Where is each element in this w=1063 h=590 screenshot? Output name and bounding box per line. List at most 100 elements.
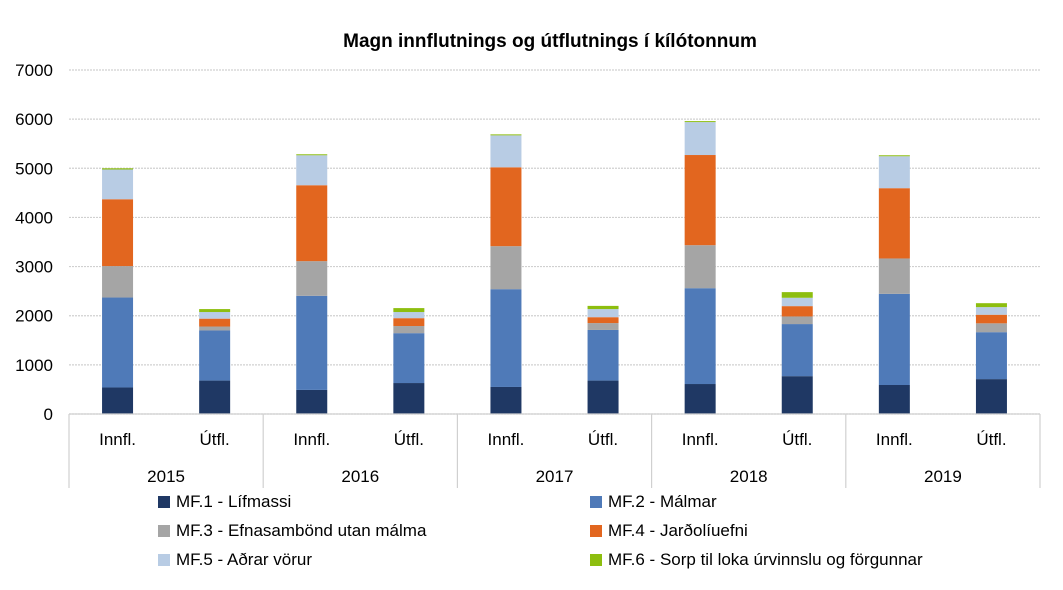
bar-segment-4 bbox=[393, 318, 425, 327]
x-subcategory-label: Útfl. bbox=[976, 430, 1006, 449]
x-subcategory-label: Útfl. bbox=[782, 430, 812, 449]
bar-segment-1 bbox=[296, 389, 328, 414]
y-tick-label: 7000 bbox=[15, 61, 53, 80]
bar-segment-1 bbox=[102, 387, 134, 414]
bar-segment-3 bbox=[490, 246, 522, 290]
y-tick-label: 5000 bbox=[15, 159, 53, 178]
legend-swatch bbox=[158, 496, 170, 508]
y-tick-label: 3000 bbox=[15, 258, 53, 277]
x-axis: Innfl. Útfl. Innfl. Útfl. Innfl. Útfl. Innfl. Ú… bbox=[68, 413, 1041, 488]
legend-label: MF.2 - Málmar bbox=[608, 492, 717, 511]
y-axis: 0 1000 2000 3000 4000 5000 6000 7000 bbox=[15, 61, 53, 424]
chart-title: Magn innflutnings og útflutnings í kílót… bbox=[343, 31, 757, 52]
bar-segment-5 bbox=[878, 156, 910, 189]
bar-segment-1 bbox=[587, 380, 619, 414]
legend-label: MF.3 - Efnasambönd utan málma bbox=[176, 521, 427, 540]
bar-segment-2 bbox=[587, 329, 619, 381]
bar-segment-6 bbox=[587, 305, 619, 310]
bar-segment-6 bbox=[878, 155, 910, 157]
legend-item: MF.2 - Málmar bbox=[590, 492, 717, 512]
x-subcategory-label: Útfl. bbox=[200, 430, 230, 449]
bar-segment-2 bbox=[490, 289, 522, 387]
bar-segment-3 bbox=[393, 326, 425, 334]
bar-segment-5 bbox=[490, 135, 522, 168]
bar-segment-4 bbox=[490, 167, 522, 247]
bar-segment-3 bbox=[587, 323, 619, 330]
legend-item: MF.1 - Lífmassi bbox=[158, 492, 291, 512]
bar-segment-6 bbox=[781, 292, 813, 298]
bar-segment-2 bbox=[684, 288, 716, 385]
bar-segment-3 bbox=[878, 258, 910, 294]
x-group-label: 2016 bbox=[341, 467, 379, 486]
bar-segment-2 bbox=[296, 295, 328, 390]
bar-segment-5 bbox=[393, 312, 425, 319]
y-tick-label: 1000 bbox=[15, 356, 53, 375]
bar-segment-2 bbox=[975, 332, 1007, 380]
bar-segment-4 bbox=[878, 188, 910, 259]
legend-swatch bbox=[158, 554, 170, 566]
bar-segment-5 bbox=[684, 122, 716, 156]
bar-segment-6 bbox=[296, 154, 328, 156]
y-tick-label: 4000 bbox=[15, 208, 53, 227]
bar-segment-3 bbox=[296, 261, 328, 296]
bar-segment-1 bbox=[975, 379, 1007, 414]
x-subcategory-label: Útfl. bbox=[588, 430, 618, 449]
bar-segment-6 bbox=[975, 303, 1007, 308]
bar-segment-4 bbox=[781, 306, 813, 317]
legend-item: MF.5 - Aðrar vörur bbox=[158, 550, 312, 570]
legend-item: MF.3 - Efnasambönd utan málma bbox=[158, 521, 426, 541]
bar-segment-1 bbox=[393, 383, 425, 414]
x-subcategory-label: Innfl. bbox=[682, 430, 719, 449]
bar-segment-3 bbox=[102, 266, 134, 298]
legend-label: MF.1 - Lífmassi bbox=[176, 492, 292, 511]
bar-segment-5 bbox=[587, 309, 619, 318]
legend-item: MF.6 - Sorp til loka úrvinnslu og förgun… bbox=[590, 550, 923, 570]
bar-segment-5 bbox=[199, 312, 231, 319]
bar-segment-5 bbox=[975, 307, 1007, 315]
bar-segment-6 bbox=[684, 121, 716, 123]
x-group-label: 2018 bbox=[730, 467, 768, 486]
legend-swatch bbox=[590, 496, 602, 508]
bar-segment-5 bbox=[296, 155, 328, 186]
x-subcategory-label: Innfl. bbox=[876, 430, 913, 449]
x-group-label: 2017 bbox=[536, 467, 574, 486]
bar-segment-4 bbox=[684, 155, 716, 246]
bar-segment-2 bbox=[781, 324, 813, 377]
bar-segment-1 bbox=[684, 384, 716, 414]
bar-segment-1 bbox=[199, 380, 231, 414]
bar-segment-3 bbox=[199, 326, 231, 331]
y-tick-label: 6000 bbox=[15, 110, 53, 129]
legend-label: MF.4 - Jarðolíuefni bbox=[608, 521, 748, 540]
bar-segment-3 bbox=[684, 245, 716, 289]
bar-segment-6 bbox=[393, 308, 425, 313]
x-subcategory-label: Útfl. bbox=[394, 430, 424, 449]
x-group-label: 2019 bbox=[924, 467, 962, 486]
bar-segment-1 bbox=[878, 385, 910, 414]
bars bbox=[102, 121, 1007, 414]
legend-item: MF.4 - Jarðolíuefni bbox=[590, 521, 748, 541]
x-subcategory-label: Innfl. bbox=[99, 430, 136, 449]
y-tick-label: 2000 bbox=[15, 307, 53, 326]
bar-segment-5 bbox=[102, 169, 134, 200]
bar-segment-4 bbox=[975, 314, 1007, 324]
bar-segment-4 bbox=[102, 199, 134, 267]
bar-segment-1 bbox=[490, 386, 522, 414]
bar-segment-5 bbox=[781, 297, 813, 307]
y-tick-label: 0 bbox=[44, 405, 53, 424]
bar-segment-4 bbox=[199, 318, 231, 327]
bar-segment-2 bbox=[102, 297, 134, 388]
bar-segment-6 bbox=[199, 309, 231, 313]
x-subcategory-label: Innfl. bbox=[488, 430, 525, 449]
bar-segment-6 bbox=[102, 168, 134, 170]
x-group-label: 2015 bbox=[147, 467, 185, 486]
bar-segment-2 bbox=[878, 293, 910, 386]
bar-segment-4 bbox=[296, 185, 328, 262]
x-subcategory-label: Innfl. bbox=[293, 430, 330, 449]
legend-label: MF.6 - Sorp til loka úrvinnslu og förgun… bbox=[608, 550, 923, 569]
bar-segment-4 bbox=[587, 317, 619, 324]
bar-segment-3 bbox=[975, 323, 1007, 333]
bar-segment-6 bbox=[490, 134, 522, 136]
legend-swatch bbox=[590, 554, 602, 566]
bar-segment-2 bbox=[199, 330, 231, 381]
